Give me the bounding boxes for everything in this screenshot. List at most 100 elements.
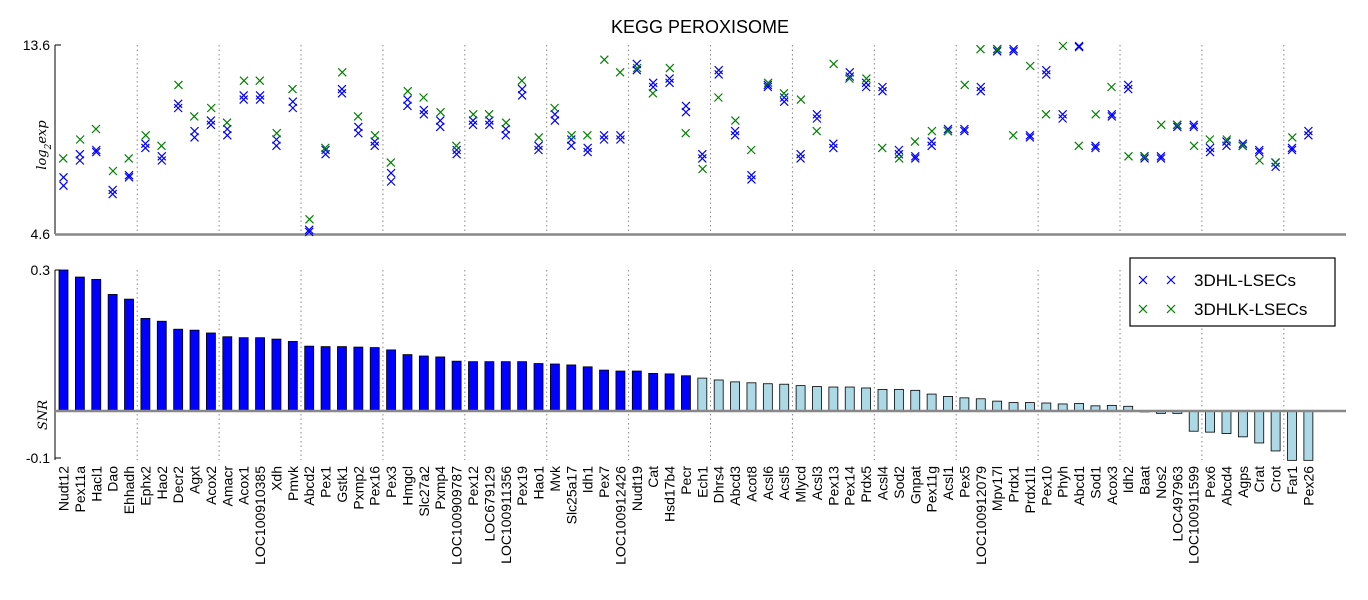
- marker-3dhlk: [1124, 151, 1133, 161]
- marker-3dhl-stroke: [927, 137, 937, 147]
- bar-abcd4: [1221, 410, 1232, 434]
- marker-3dhl: [927, 141, 937, 151]
- marker-3dhlk: [501, 118, 511, 128]
- x-tick-label: Slc27a2: [416, 466, 432, 517]
- marker-3dhl: [501, 130, 511, 140]
- x-tick-label: Slc25a17: [563, 466, 579, 525]
- marker-3dhlk: [255, 76, 265, 86]
- x-tick-label: Acox3: [1104, 466, 1120, 505]
- marker-3dhl: [894, 145, 904, 155]
- marker-3dhl: [1058, 114, 1068, 123]
- marker-3dhlk: [239, 76, 249, 86]
- x-tick-label: Pex1: [318, 466, 334, 498]
- marker-3dhlk-stroke: [337, 67, 347, 77]
- bar-acox2: [206, 332, 216, 412]
- marker-3dhl: [665, 78, 674, 88]
- marker-3dhl: [697, 153, 707, 163]
- bar-ehhadh: [124, 298, 134, 412]
- marker-3dhlk-stroke: [861, 74, 871, 84]
- marker-3dhl: [1156, 153, 1166, 163]
- marker-3dhl: [566, 141, 576, 151]
- marker-3dhl: [403, 101, 412, 111]
- bar-cat: [648, 372, 659, 412]
- marker-3dhl-stroke: [59, 172, 68, 182]
- bar-hmgcl: [402, 354, 413, 412]
- x-tick-label: Pex11g: [924, 466, 940, 512]
- marker-3dhl-stroke: [517, 90, 527, 100]
- marker-3dhl: [386, 177, 396, 186]
- marker-3dhl: [517, 84, 527, 94]
- bar-abcd2: [304, 345, 315, 412]
- x-tick-label: Mvk: [547, 465, 563, 492]
- x-tick-label: Hao1: [531, 466, 547, 500]
- marker-3dhl-stroke: [796, 153, 806, 163]
- marker-3dhlk-stroke: [567, 130, 577, 140]
- y-axis-label-top: log2exp: [35, 120, 54, 170]
- marker-3dhlk-stroke: [501, 118, 511, 128]
- marker-3dhl-stroke: [599, 130, 609, 140]
- marker-3dhlk: [1287, 132, 1297, 142]
- x-tick-label: Hacl1: [88, 466, 104, 502]
- marker-3dhl: [353, 128, 363, 138]
- marker-3dhl-stroke: [206, 116, 216, 126]
- x-tick-label: LOC100909787: [449, 466, 465, 565]
- marker-3dhl: [1140, 153, 1150, 163]
- marker-3dhlk: [927, 126, 937, 136]
- marker-3dhl: [747, 174, 756, 184]
- marker-3dhl-stroke: [304, 225, 314, 235]
- marker-3dhl: [206, 120, 216, 130]
- x-tick-label: Ech1: [694, 466, 710, 498]
- marker-3dhlk: [1139, 151, 1149, 161]
- marker-3dhlk: [157, 141, 166, 151]
- y-tick-label-bottom: 4.6: [31, 226, 51, 242]
- marker-3dhl: [337, 84, 347, 94]
- marker-3dhlk-stroke: [1139, 151, 1149, 161]
- marker-3dhlk: [451, 141, 461, 151]
- marker-3dhl-stroke: [468, 116, 478, 126]
- marker-3dhl-stroke: [812, 109, 822, 119]
- marker-3dhlk-stroke: [894, 153, 904, 163]
- marker-3dhlk: [829, 59, 839, 69]
- marker-3dhl: [75, 149, 85, 159]
- marker-3dhl: [566, 135, 576, 144]
- marker-3dhl-stroke: [255, 90, 265, 100]
- marker-3dhl-stroke: [173, 103, 183, 113]
- marker-3dhl: [1303, 126, 1313, 136]
- marker-3dhl-stroke: [615, 130, 625, 140]
- bar-pex3: [386, 349, 397, 412]
- x-tick-label: Hsd17b4: [662, 466, 678, 522]
- marker-3dhl: [255, 90, 265, 100]
- marker-3dhlk-stroke: [1205, 135, 1215, 144]
- marker-3dhlk-stroke: [829, 59, 839, 69]
- x-tick-label: Pecr: [678, 466, 694, 495]
- bar-pex5: [959, 397, 970, 412]
- expression-panel: 13.6 4.6 log2exp: [23, 37, 1346, 242]
- marker-3dhl-stroke: [845, 67, 855, 77]
- marker-3dhl-stroke: [648, 82, 658, 92]
- legend-label-3dhlk: 3DHLK-LSECs: [1194, 300, 1307, 319]
- marker-3dhlk: [108, 166, 118, 176]
- marker-3dhl: [124, 170, 134, 180]
- marker-3dhl-stroke: [1107, 111, 1117, 121]
- marker-3dhl: [321, 145, 331, 155]
- marker-3dhlk-stroke: [75, 135, 85, 144]
- marker-3dhlk-stroke: [993, 44, 1002, 54]
- marker-3dhl-stroke: [173, 99, 183, 109]
- marker-3dhl: [1205, 143, 1215, 153]
- marker-3dhlk-stroke: [960, 80, 970, 90]
- marker-3dhlk: [567, 130, 577, 140]
- marker-3dhl-stroke: [353, 128, 363, 138]
- x-tick-label: Pex13: [825, 466, 841, 506]
- marker-3dhl-stroke: [599, 135, 609, 144]
- marker-3dhl: [861, 82, 871, 92]
- marker-3dhlk: [517, 76, 527, 86]
- marker-3dhl-stroke: [452, 145, 462, 155]
- bar-pex12: [468, 361, 478, 412]
- marker-3dhl: [1303, 130, 1313, 140]
- marker-3dhl-stroke: [1025, 130, 1035, 140]
- marker-3dhl: [1254, 145, 1264, 155]
- marker-3dhl: [828, 143, 838, 153]
- marker-3dhl: [435, 122, 445, 132]
- legend-box: [1129, 257, 1336, 327]
- bar-slc27a2: [418, 355, 429, 412]
